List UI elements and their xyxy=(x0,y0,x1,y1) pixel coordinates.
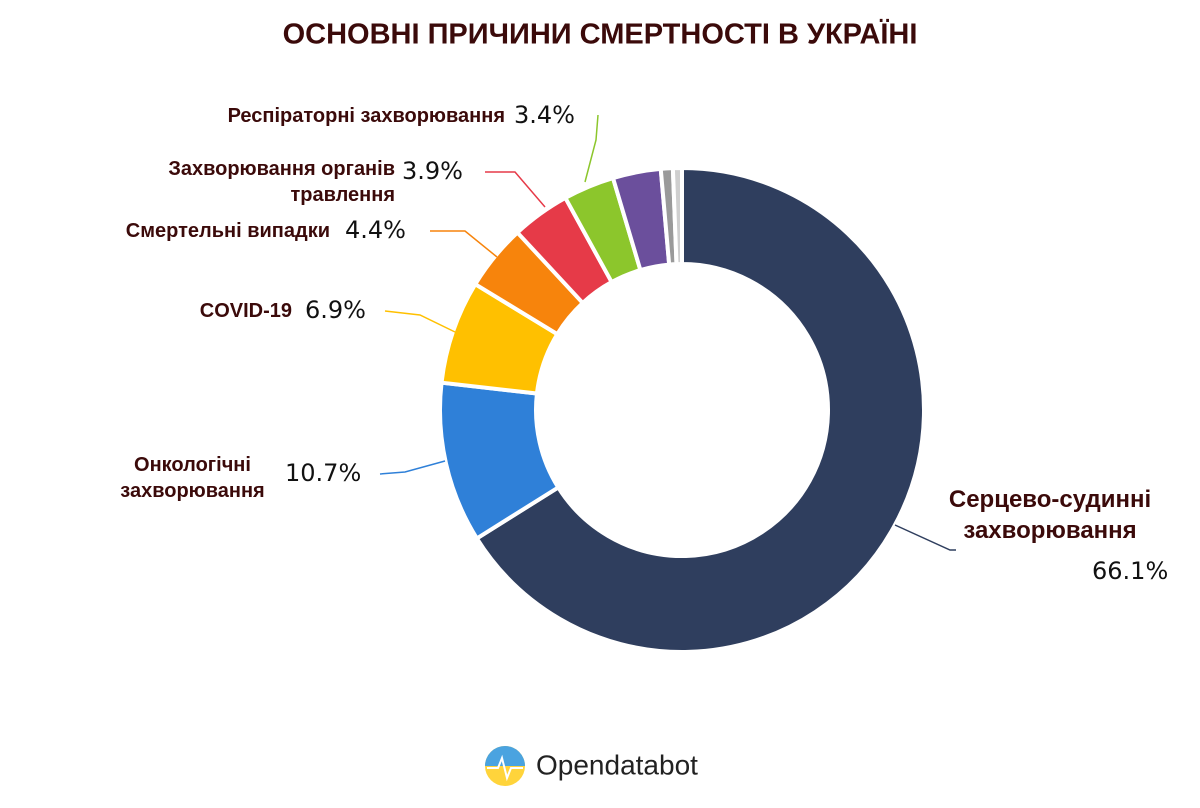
leader-line xyxy=(894,524,956,551)
category-label: COVID-19 xyxy=(199,300,292,322)
category-label: Серцево-судинні захворювання xyxy=(948,486,1152,544)
leader-line xyxy=(430,230,498,258)
value-label: 6.9% xyxy=(305,296,366,324)
category-label: Смертельні випадки xyxy=(125,220,330,242)
leader-line xyxy=(584,114,599,183)
category-label: Захворювання органів травлення xyxy=(168,158,395,206)
donut-segment xyxy=(670,166,684,267)
category-label: Респіраторні захворювання xyxy=(227,105,505,127)
leader-line xyxy=(485,171,546,208)
logo xyxy=(485,746,525,786)
chart-title: ОСНОВНІ ПРИЧИНИ СМЕРТНОСТІ В УКРАЇНІ xyxy=(283,18,918,51)
leader-line xyxy=(384,310,456,333)
logo-pulse xyxy=(487,754,523,782)
value-label: 66.1% xyxy=(1092,557,1169,585)
value-label: 3.9% xyxy=(402,157,463,185)
donut-segment xyxy=(474,166,926,654)
value-label: 3.4% xyxy=(514,101,575,129)
logo-icon-top xyxy=(485,746,525,766)
value-label: 4.4% xyxy=(345,216,406,244)
logo-text: Opendatabot xyxy=(536,749,698,780)
category-label: Онкологічні захворювання xyxy=(120,454,265,502)
leader-line xyxy=(379,460,446,475)
value-label: 10.7% xyxy=(285,459,362,487)
